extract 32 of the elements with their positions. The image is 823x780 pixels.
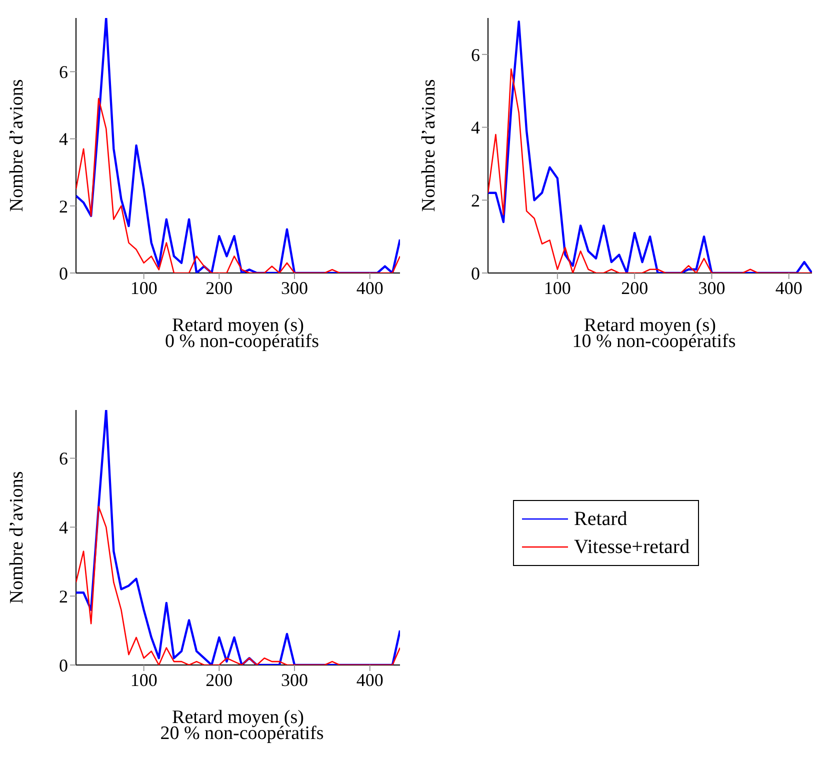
- x-tick-label: 400: [356, 670, 384, 690]
- x-tick-label: 100: [130, 278, 158, 298]
- x-tick-label: 300: [698, 278, 726, 298]
- y-axis-title: Nombre d’avions: [418, 79, 440, 212]
- y-tick-label: 6: [59, 448, 68, 469]
- x-tick-label: 400: [356, 278, 384, 298]
- x-tick-label: 200: [206, 670, 233, 690]
- y-axis-title: Nombre d’avions: [6, 471, 28, 604]
- y-axis-title: Nombre d’avions: [6, 79, 28, 212]
- x-tick-label: 100: [130, 670, 158, 690]
- y-tick-label: 0: [59, 263, 68, 284]
- y-tick-label: 2: [471, 190, 480, 211]
- x-tick-label: 400: [775, 278, 802, 298]
- x-tick-label: 300: [281, 278, 308, 298]
- x-tick-label: 100: [544, 278, 571, 298]
- y-tick-label: 0: [59, 655, 68, 676]
- line-series: [76, 18, 400, 273]
- line-series: [488, 20, 812, 273]
- y-tick-label: 0: [471, 263, 480, 284]
- y-tick-label: 4: [471, 118, 480, 138]
- x-tick-label: 300: [281, 670, 308, 690]
- y-tick-label: 2: [59, 196, 68, 216]
- legend-label: Retard: [574, 507, 628, 532]
- y-tick-label: 6: [471, 44, 480, 65]
- y-tick-label: 6: [59, 62, 68, 82]
- y-tick-label: 4: [59, 129, 68, 150]
- legend-label: Vitesse+retard: [574, 535, 690, 560]
- line-series: [76, 410, 400, 665]
- x-tick-label: 200: [621, 278, 648, 298]
- y-tick-label: 4: [59, 518, 68, 538]
- x-tick-label: 200: [206, 278, 233, 298]
- y-tick-label: 2: [59, 586, 68, 606]
